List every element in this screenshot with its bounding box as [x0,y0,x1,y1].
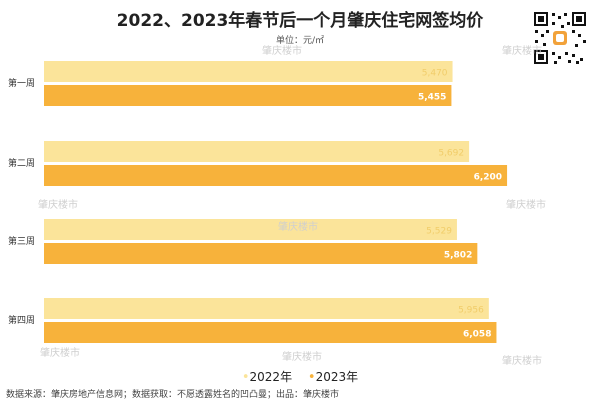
watermark: 肇庆楼市 [40,348,80,359]
bar-2023 [44,243,478,264]
data-label: 5,956 [458,306,484,316]
legend-item-2023: •2023年 [307,370,359,385]
legend-swatch-2022: • [241,370,250,385]
watermark: 肇庆楼市 [282,352,322,363]
bar-2022 [44,219,457,240]
data-source-note: 数据来源：肇庆房地产信息网；数据获取：不愿透露姓名的凹凸曼；出品：肇庆楼市 [6,390,340,400]
watermark: 肇庆楼市 [278,222,318,233]
data-label: 5,529 [426,227,452,237]
watermark: 肇庆楼市 [502,356,542,367]
data-label: 5,802 [444,251,472,261]
watermark: 肇庆楼市 [506,200,546,211]
watermark: 肇庆楼市 [502,46,542,57]
data-label: 6,058 [463,330,491,340]
legend-item-2022: •2022年 [241,370,293,385]
bar-2023 [44,322,497,343]
data-label: 5,470 [422,69,448,79]
bar-2023 [44,85,452,106]
category-label: 第四周 [8,314,35,326]
chart-title: 2022、2023年春节后一个月肇庆住宅网签均价 [116,11,484,31]
bar-2022 [44,298,489,319]
watermark: 肇庆楼市 [38,200,78,211]
watermark: 肇庆楼市 [262,46,302,57]
category-label: 第二周 [8,157,35,169]
unit-label: 单位：元/㎡ [275,36,325,46]
legend-label-2022: 2022年 [249,370,293,384]
legend: •2022年 •2023年 [0,368,600,385]
data-label: 5,692 [438,149,464,159]
data-label: 6,200 [474,173,502,183]
category-label: 第一周 [8,77,35,89]
category-label: 第三周 [8,235,35,247]
bar-2022 [44,141,470,162]
qr-code [532,10,588,66]
data-label: 5,455 [418,93,446,103]
legend-swatch-2023: • [307,370,316,385]
bar-2023 [44,165,508,186]
bar-2022 [44,61,453,82]
legend-label-2023: 2023年 [315,370,359,384]
